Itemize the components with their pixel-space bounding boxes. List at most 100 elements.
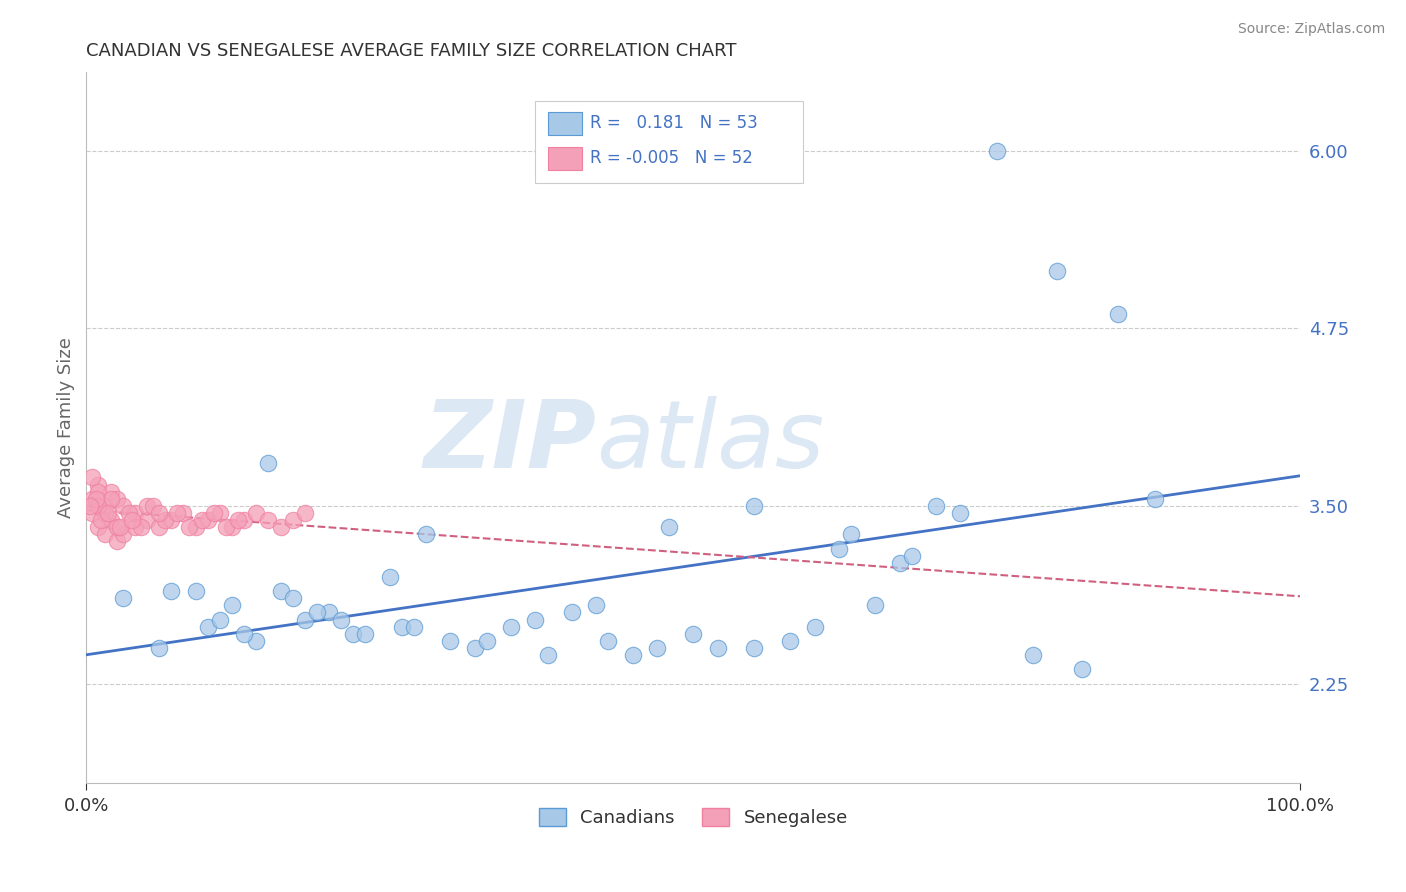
Point [1143, 491, 1166, 506]
Point [136, 499, 159, 513]
Point [354, 627, 377, 641]
Point [166, 506, 188, 520]
Point [803, 620, 825, 634]
Point [1022, 648, 1045, 662]
Point [598, 634, 620, 648]
Point [172, 506, 194, 520]
Point [925, 499, 948, 513]
Point [111, 527, 134, 541]
Point [105, 520, 128, 534]
Point [257, 513, 280, 527]
Point [439, 634, 461, 648]
Point [148, 520, 170, 534]
Point [97, 506, 120, 520]
Point [121, 513, 143, 527]
Point [208, 506, 231, 520]
Point [742, 499, 765, 513]
Bar [536, 101, 803, 183]
Point [221, 520, 243, 534]
Point [100, 484, 122, 499]
Point [87, 520, 110, 534]
Point [464, 640, 486, 655]
Point [226, 513, 249, 527]
Point [215, 520, 238, 534]
Point [190, 513, 212, 527]
Point [233, 627, 256, 641]
Point [281, 591, 304, 606]
Point [1070, 662, 1092, 676]
Point [87, 484, 110, 499]
Point [93, 499, 115, 513]
Text: ZIP: ZIP [423, 396, 596, 488]
Point [294, 506, 316, 520]
Point [93, 506, 115, 520]
Point [561, 606, 583, 620]
Point [585, 599, 607, 613]
Point [153, 513, 176, 527]
Point [475, 634, 498, 648]
Point [828, 541, 851, 556]
Point [270, 584, 292, 599]
Point [93, 527, 115, 541]
Point [889, 556, 911, 570]
Point [949, 506, 972, 520]
Point [621, 648, 644, 662]
Point [524, 613, 547, 627]
Point [839, 527, 862, 541]
Point [900, 549, 922, 563]
Point [779, 634, 801, 648]
Point [202, 506, 225, 520]
Text: CANADIAN VS SENEGALESE AVERAGE FAMILY SIZE CORRELATION CHART: CANADIAN VS SENEGALESE AVERAGE FAMILY SI… [86, 42, 737, 60]
Point [742, 640, 765, 655]
Point [100, 491, 122, 506]
Point [682, 627, 704, 641]
Point [90, 513, 112, 527]
Point [184, 520, 207, 534]
Bar [547, 147, 582, 170]
Point [100, 513, 122, 527]
Point [184, 584, 207, 599]
Point [197, 620, 219, 634]
Point [645, 640, 668, 655]
Point [257, 456, 280, 470]
Point [87, 499, 110, 513]
Point [245, 634, 267, 648]
Point [378, 570, 401, 584]
Point [415, 527, 437, 541]
Point [706, 640, 728, 655]
Legend: Canadians, Senegalese: Canadians, Senegalese [531, 801, 855, 834]
Point [142, 499, 165, 513]
Point [111, 591, 134, 606]
Point [82, 470, 104, 484]
Point [391, 620, 413, 634]
Point [118, 506, 141, 520]
Point [136, 513, 159, 527]
Text: R =   0.181   N = 53: R = 0.181 N = 53 [591, 114, 758, 132]
Point [536, 648, 558, 662]
Point [82, 491, 104, 506]
Point [87, 477, 110, 491]
Point [658, 520, 681, 534]
Point [318, 606, 340, 620]
Text: Source: ZipAtlas.com: Source: ZipAtlas.com [1237, 22, 1385, 37]
Point [221, 599, 243, 613]
Point [111, 499, 134, 513]
Point [82, 506, 104, 520]
Point [124, 520, 146, 534]
Point [1107, 307, 1129, 321]
Point [270, 520, 292, 534]
Point [160, 584, 183, 599]
Y-axis label: Average Family Size: Average Family Size [58, 337, 75, 518]
Point [129, 520, 152, 534]
Point [105, 534, 128, 549]
Point [294, 613, 316, 627]
Point [208, 613, 231, 627]
Point [245, 506, 267, 520]
Point [501, 620, 523, 634]
Point [233, 513, 256, 527]
Point [124, 506, 146, 520]
Point [305, 606, 328, 620]
Text: R = -0.005   N = 52: R = -0.005 N = 52 [591, 150, 754, 168]
Text: atlas: atlas [596, 396, 824, 487]
Point [197, 513, 219, 527]
